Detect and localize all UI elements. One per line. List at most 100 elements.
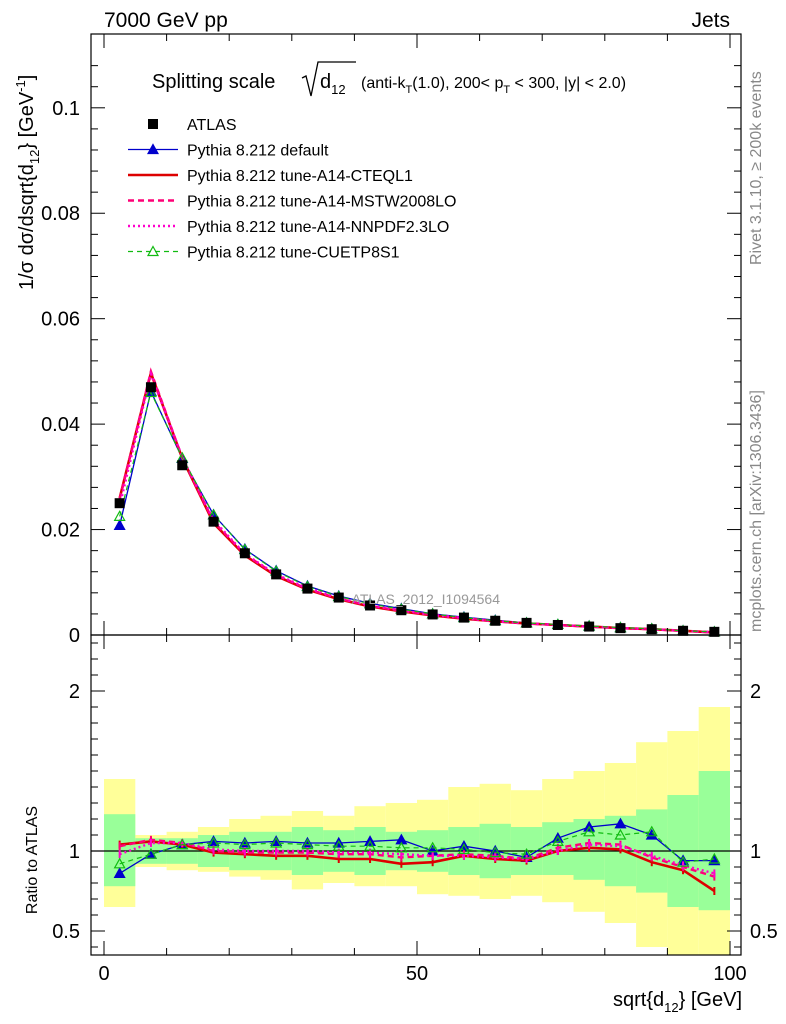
legend-entry-data: ATLAS	[148, 117, 237, 134]
plot-title: Splitting scale d12 (anti-kT(1.0), 200< …	[152, 61, 626, 97]
legend-label: Pythia 8.212 tune-A14-MSTW2008LO	[187, 194, 456, 211]
title-cond2-sub: T	[503, 84, 510, 96]
y-tick-label-top: 0.04	[41, 414, 80, 436]
legend: ATLAS Pythia 8.212 default Pythia 8.212 tu…	[128, 117, 456, 262]
y-tick-label-bottom-right: 0.5	[750, 921, 778, 943]
data-point-atlas	[114, 498, 125, 509]
x-tick-label: 0	[98, 963, 109, 985]
triangle-marker	[457, 843, 470, 854]
data-point-atlas	[145, 382, 156, 393]
data-point-atlas	[490, 615, 501, 626]
data-point-atlas	[333, 592, 344, 603]
title-var: d	[320, 71, 331, 93]
legend-marker-square	[148, 119, 158, 129]
data-point-atlas	[177, 460, 188, 471]
data-point-atlas	[678, 625, 689, 636]
watermark: ATLAS_2012_I1094564	[352, 591, 501, 607]
triangle-marker	[176, 838, 189, 850]
legend-entry-cteql1: Pythia 8.212 tune-A14-CTEQL1	[128, 168, 413, 185]
triangle-marker	[270, 836, 283, 848]
series-line-cuetp8s1-ratio	[119, 831, 715, 865]
data-point-atlas	[208, 516, 219, 527]
data-point-atlas	[427, 609, 438, 620]
rivet-label: Rivet 3.1.10, ≥ 200k events	[748, 71, 765, 265]
title-cond2: (1.0), 200< p	[412, 75, 503, 92]
triangle-marker	[332, 839, 345, 851]
legend-label: ATLAS	[187, 117, 237, 134]
triangle-marker	[364, 839, 377, 851]
data-point-atlas	[396, 605, 407, 616]
x-tick-label: 50	[406, 963, 428, 985]
title-lead: Splitting scale	[152, 71, 275, 93]
data-point-atlas	[271, 569, 282, 580]
data-point-atlas	[584, 621, 595, 632]
uncertainty-bands	[104, 707, 730, 955]
triangle-marker	[238, 838, 251, 850]
data-point-atlas	[365, 600, 376, 611]
mcplots-label: mcplots.cern.ch [arXiv:1306.3436]	[748, 390, 765, 632]
data-point-atlas	[646, 624, 657, 635]
triangle-marker	[113, 867, 126, 878]
y-tick-label-top: 0.02	[41, 520, 80, 542]
svg-text:Splitting scale: Splitting scale	[152, 71, 275, 93]
triangle-marker	[645, 825, 658, 837]
triangle-marker	[708, 852, 721, 864]
series-line-cuetp8s1-main	[119, 390, 715, 633]
triangle-marker	[301, 838, 314, 850]
legend-entry-default: Pythia 8.212 default	[128, 143, 329, 160]
y-tick-label-top: 0.1	[52, 98, 80, 120]
data-point-atlas	[521, 617, 532, 628]
y-tick-label-bottom-left: 0.5	[52, 921, 80, 943]
y-axis-title-top: 1/σ dσ/dsqrt{d12} [GeV-1]	[13, 75, 42, 290]
x-axis-title: sqrt{d12} [GeV]	[613, 989, 742, 1015]
legend-label: Pythia 8.212 tune-A14-CTEQL1	[187, 168, 413, 185]
triangle-marker	[113, 510, 126, 521]
triangle-marker	[207, 836, 220, 848]
triangle-marker	[144, 847, 157, 859]
legend-label: Pythia 8.212 tune-CUETP8S1	[187, 245, 400, 262]
triangle-marker	[708, 854, 721, 866]
y-tick-label-top: 0.06	[41, 309, 80, 331]
legend-label: Pythia 8.212 tune-A14-NNPDF2.3LO	[187, 219, 449, 236]
y-tick-label-bottom-right: 1	[750, 841, 761, 863]
plot-frames	[90, 33, 742, 956]
series-line-cteql1-ratio	[119, 840, 716, 893]
x-tick-label: 100	[713, 963, 746, 985]
triangle-marker	[113, 857, 126, 869]
data-point-atlas	[615, 623, 626, 634]
data-point-atlas	[458, 612, 469, 623]
data-point-atlas	[239, 548, 250, 559]
data-point-atlas	[709, 626, 720, 637]
y-tick-label-bottom-right: 2	[750, 681, 761, 703]
y-tick-label-top: 0.08	[41, 203, 80, 225]
svg-text:d12: d12	[320, 71, 346, 97]
triangle-marker	[489, 846, 502, 858]
legend-entry-cuetp8s1: Pythia 8.212 tune-CUETP8S1	[128, 245, 400, 262]
title-cond3: < 300, |y| < 2.0)	[510, 75, 626, 92]
series-line-default-ratio	[119, 823, 715, 874]
y-tick-label-bottom-left: 2	[69, 681, 80, 703]
frame-ratio	[90, 634, 742, 956]
triangle-marker	[146, 245, 160, 257]
legend-entry-nnpdf: Pythia 8.212 tune-A14-NNPDF2.3LO	[128, 219, 449, 236]
header-right: Jets	[691, 9, 730, 32]
triangle-marker	[551, 835, 564, 846]
triangle-marker	[520, 847, 533, 859]
data-point-atlas	[552, 619, 563, 630]
legend-label: Pythia 8.212 default	[187, 143, 329, 160]
title-cond1-sub: T	[405, 84, 412, 96]
sqrt-sign	[301, 61, 356, 97]
svg-text:(anti-kT(1.0), 200< pT < 300,: (anti-kT(1.0), 200< pT < 300, |y| < 2.0)	[361, 75, 626, 96]
triangle-marker	[614, 817, 627, 829]
triangle-marker	[614, 828, 627, 840]
series-line-mstw-ratio	[119, 838, 715, 878]
series-layer	[113, 367, 721, 895]
series-line-nnpdf-ratio	[119, 841, 715, 875]
y-tick-label-top: 0	[69, 625, 80, 647]
y-tick-label-bottom-left: 1	[69, 841, 80, 863]
y-axis-title-bottom: Ratio to ATLAS	[24, 806, 41, 914]
header-left: 7000 GeV pp	[104, 9, 228, 32]
title-var-sub: 12	[331, 82, 345, 97]
